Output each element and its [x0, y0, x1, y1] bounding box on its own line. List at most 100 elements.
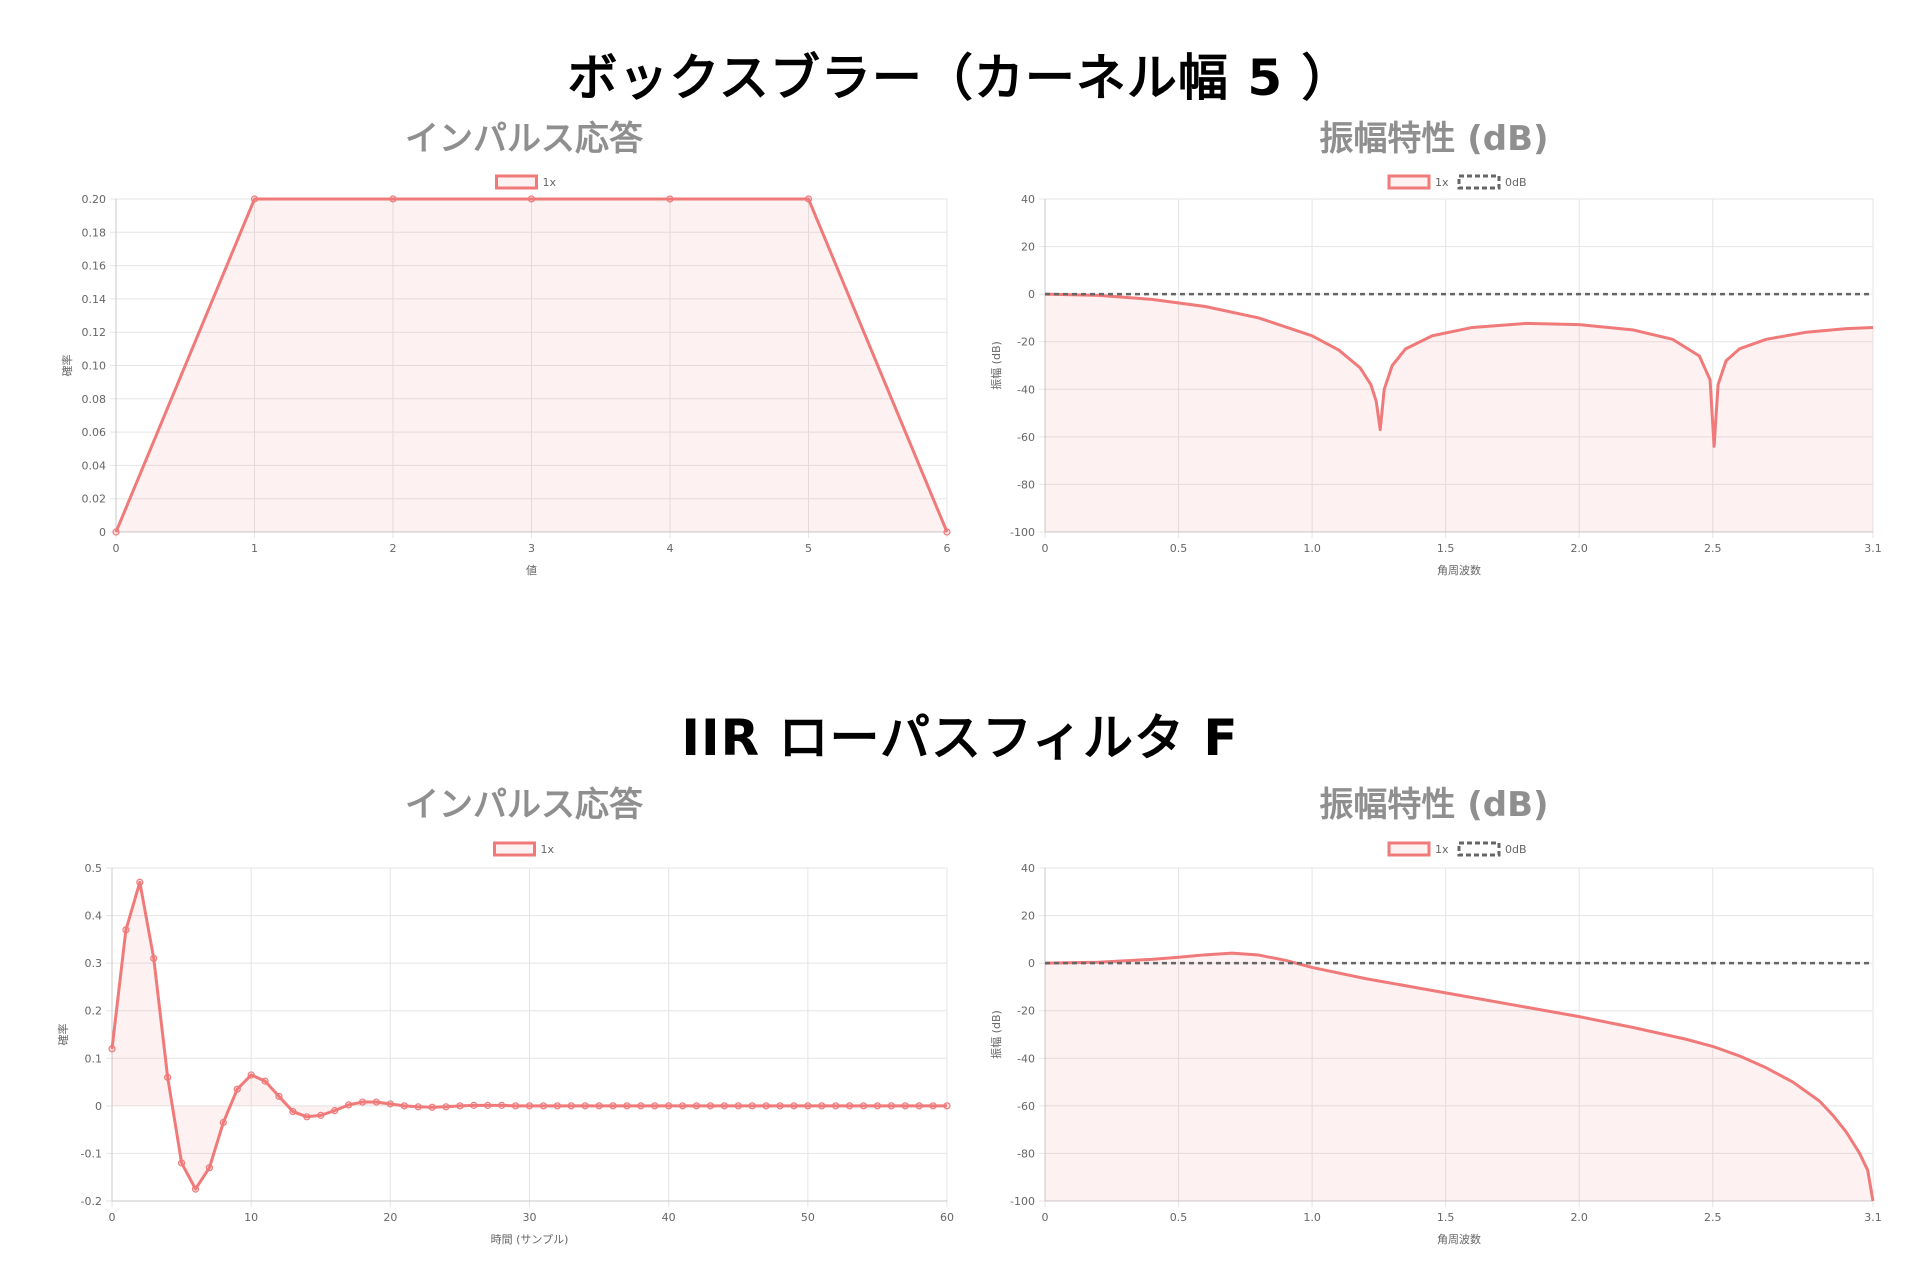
x-tick-label: 2.5 [1704, 1211, 1722, 1224]
data-point [706, 1102, 715, 1110]
data-point [358, 1098, 367, 1106]
data-point [136, 878, 144, 886]
data-point [943, 1102, 951, 1110]
x-tick-label: 2.0 [1570, 542, 1588, 555]
legend-swatch [1457, 174, 1501, 190]
x-tick-label: 3.1 [1864, 1211, 1882, 1224]
data-point [275, 1092, 283, 1100]
y-tick-label: -20 [1017, 336, 1035, 349]
data-point [776, 1102, 784, 1110]
data-point [250, 195, 259, 203]
y-tick-label: -100 [1010, 526, 1035, 539]
legend-swatch [493, 841, 536, 857]
y-tick-label: 20 [1021, 910, 1035, 923]
x-tick-label: 60 [940, 1211, 954, 1224]
y-tick-label: 0 [1028, 957, 1035, 970]
data-point [692, 1102, 701, 1110]
x-tick-label: 1.0 [1303, 542, 1321, 555]
section-title-iir-lowpass: IIR ローパスフィルタ F [681, 709, 1239, 767]
data-point [818, 1102, 826, 1110]
data-point [372, 1098, 381, 1106]
data-point [678, 1102, 687, 1110]
series-area [116, 199, 947, 532]
chart-1: 振幅特性 (dB) 0 0.5 1.0 1.5 2.0 2.5 3.1 -100 -80 -60 -4… [989, 119, 1882, 577]
data-point [567, 1102, 575, 1110]
y-axis-label: 確率 [56, 1024, 70, 1046]
y-tick-label: -40 [1017, 1052, 1035, 1065]
data-point [456, 1102, 464, 1110]
x-tick-label: 1.5 [1437, 542, 1455, 555]
data-point [233, 1085, 241, 1093]
x-tick-label: 40 [662, 1211, 676, 1224]
data-point [666, 195, 674, 203]
chart-0: インパルス応答 0 1 2 3 4 5 6 0 0.02 0.04 0.06 0.08 0.10 0.12 0… [60, 119, 951, 577]
y-tick-label: -40 [1017, 383, 1035, 396]
x-tick-label: 0 [1042, 542, 1049, 555]
data-point [943, 528, 951, 536]
data-point [219, 1118, 227, 1127]
data-point [539, 1102, 548, 1110]
x-tick-label: 2.0 [1570, 1211, 1588, 1224]
y-tick-label: 0.14 [82, 293, 107, 306]
data-point [289, 1107, 297, 1116]
y-tick-label: -20 [1017, 1005, 1035, 1018]
x-axis-label: 値 [526, 564, 537, 577]
y-tick-label: 0.12 [82, 326, 107, 339]
x-tick-label: 4 [667, 542, 674, 555]
y-tick-label: 0.1 [85, 1052, 103, 1065]
chart-title: 振幅特性 (dB) [1319, 119, 1548, 159]
x-tick-label: 50 [801, 1211, 815, 1224]
y-axis-label: 振幅 (dB) [989, 1010, 1003, 1059]
y-axis-label: 振幅 (dB) [989, 341, 1003, 390]
data-point [527, 195, 536, 203]
data-point [734, 1102, 742, 1110]
y-tick-label: -60 [1017, 431, 1035, 444]
y-tick-label: -0.2 [81, 1195, 102, 1208]
x-tick-label: 3.1 [1864, 542, 1882, 555]
x-tick-label: 1 [251, 542, 258, 555]
y-tick-label: 0.02 [82, 493, 107, 506]
data-point [108, 1045, 116, 1053]
y-tick-label: 0.08 [82, 393, 107, 406]
chart-3: 振幅特性 (dB) 0 0.5 1.0 1.5 2.0 2.5 3.1 -100 -80 -60 -4… [989, 785, 1882, 1246]
y-tick-label: -0.1 [81, 1147, 102, 1160]
data-point [665, 1102, 673, 1110]
x-tick-label: 6 [944, 542, 951, 555]
data-point [651, 1102, 659, 1110]
data-point [873, 1102, 882, 1110]
chart-title: インパルス応答 [405, 785, 644, 825]
y-tick-label: 0.06 [82, 426, 107, 439]
data-point [164, 1073, 172, 1081]
data-point [470, 1101, 478, 1109]
y-tick-label: -80 [1017, 478, 1035, 491]
data-point [762, 1102, 770, 1110]
data-point [859, 1102, 868, 1110]
data-point [317, 1111, 325, 1119]
data-point [511, 1102, 520, 1110]
y-tick-label: 40 [1021, 862, 1035, 875]
data-point [915, 1102, 923, 1110]
x-tick-label: 5 [805, 542, 812, 555]
data-point [442, 1103, 450, 1111]
x-tick-label: 10 [244, 1211, 258, 1224]
series-line [1044, 951, 1875, 1202]
x-tick-label: 1.5 [1437, 1211, 1455, 1224]
series-line [1044, 292, 1874, 448]
data-point [122, 926, 130, 934]
legend-label: 1x [1435, 843, 1449, 856]
data-point [247, 1071, 255, 1079]
y-axis-label: 確率 [60, 355, 74, 377]
y-tick-label: -60 [1017, 1100, 1035, 1113]
x-tick-label: 0 [113, 542, 120, 555]
data-point [525, 1102, 534, 1110]
data-point [929, 1102, 937, 1110]
legend-swatch [1457, 841, 1501, 857]
y-tick-label: -80 [1017, 1147, 1035, 1160]
data-point [804, 195, 813, 203]
data-point [832, 1102, 840, 1110]
x-axis-label: 角周波数 [1437, 1233, 1481, 1246]
data-point [581, 1102, 589, 1110]
data-point [112, 528, 120, 536]
data-point [637, 1102, 645, 1110]
data-point [261, 1077, 269, 1085]
